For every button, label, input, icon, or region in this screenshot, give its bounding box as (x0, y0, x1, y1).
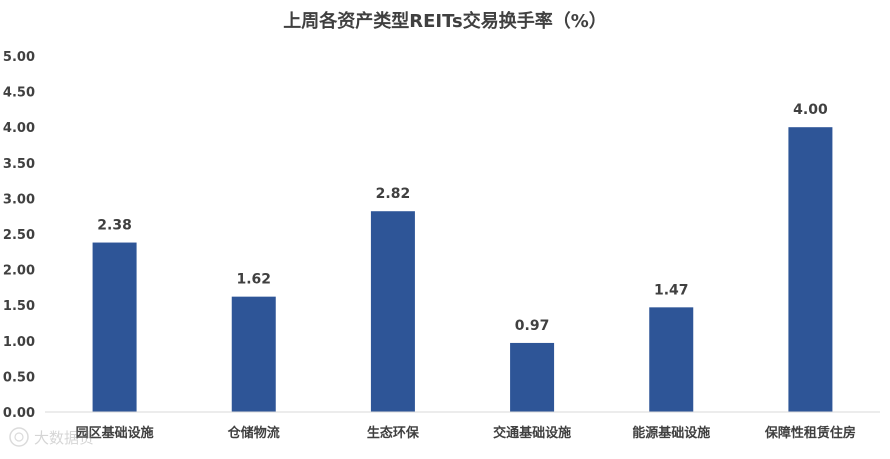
data-label: 2.38 (97, 218, 132, 234)
x-tick-label: 能源基础设施 (632, 425, 710, 441)
y-tick-label: 2.50 (3, 228, 35, 243)
watermark: 大数据贵 (9, 427, 94, 447)
watermark-text: 大数据贵 (34, 429, 94, 447)
y-tick-label: 3.00 (3, 192, 35, 207)
watermark-logo-inner-icon (14, 432, 24, 442)
bar (510, 342, 555, 412)
y-tick-label: 2.00 (3, 264, 35, 279)
bar-series (92, 127, 833, 412)
chart-title: 上周各资产类型REITs交易换手率（%） (283, 10, 607, 32)
y-tick-label: 1.00 (3, 335, 35, 350)
x-tick-label: 交通基础设施 (493, 425, 571, 441)
x-tick-label: 园区基础设施 (76, 425, 154, 441)
y-tick-label: 0.50 (3, 370, 35, 385)
bar (92, 242, 137, 412)
y-tick-label: 4.50 (3, 86, 35, 101)
bar (231, 296, 276, 412)
x-tick-label: 仓储物流 (227, 425, 280, 441)
data-label: 1.62 (236, 272, 271, 288)
y-tick-label: 4.00 (3, 121, 35, 136)
y-tick-label: 5.00 (3, 50, 35, 65)
x-tick-label: 生态环保 (367, 425, 420, 441)
bar (788, 127, 833, 412)
y-tick-label: 1.50 (3, 299, 35, 314)
data-labels: 2.38 1.62 2.82 0.97 1.47 4.00 (97, 102, 828, 334)
x-axis: 园区基础设施 仓储物流 生态环保 交通基础设施 能源基础设施 保障性租赁住房 (76, 425, 856, 441)
data-label: 1.47 (654, 282, 689, 298)
y-tick-label: 0.00 (3, 406, 35, 421)
data-label: 2.82 (376, 186, 411, 202)
x-tick-label: 保障性租赁住房 (764, 425, 856, 441)
y-axis: 0.00 0.50 1.00 1.50 2.00 2.50 3.00 3.50 4.00 4.50… (3, 50, 35, 421)
data-label: 4.00 (793, 102, 828, 118)
bar (370, 211, 415, 412)
watermark-logo-icon (9, 427, 29, 447)
data-label: 0.97 (515, 318, 550, 334)
y-tick-label: 3.50 (3, 157, 35, 172)
bar (649, 307, 694, 412)
